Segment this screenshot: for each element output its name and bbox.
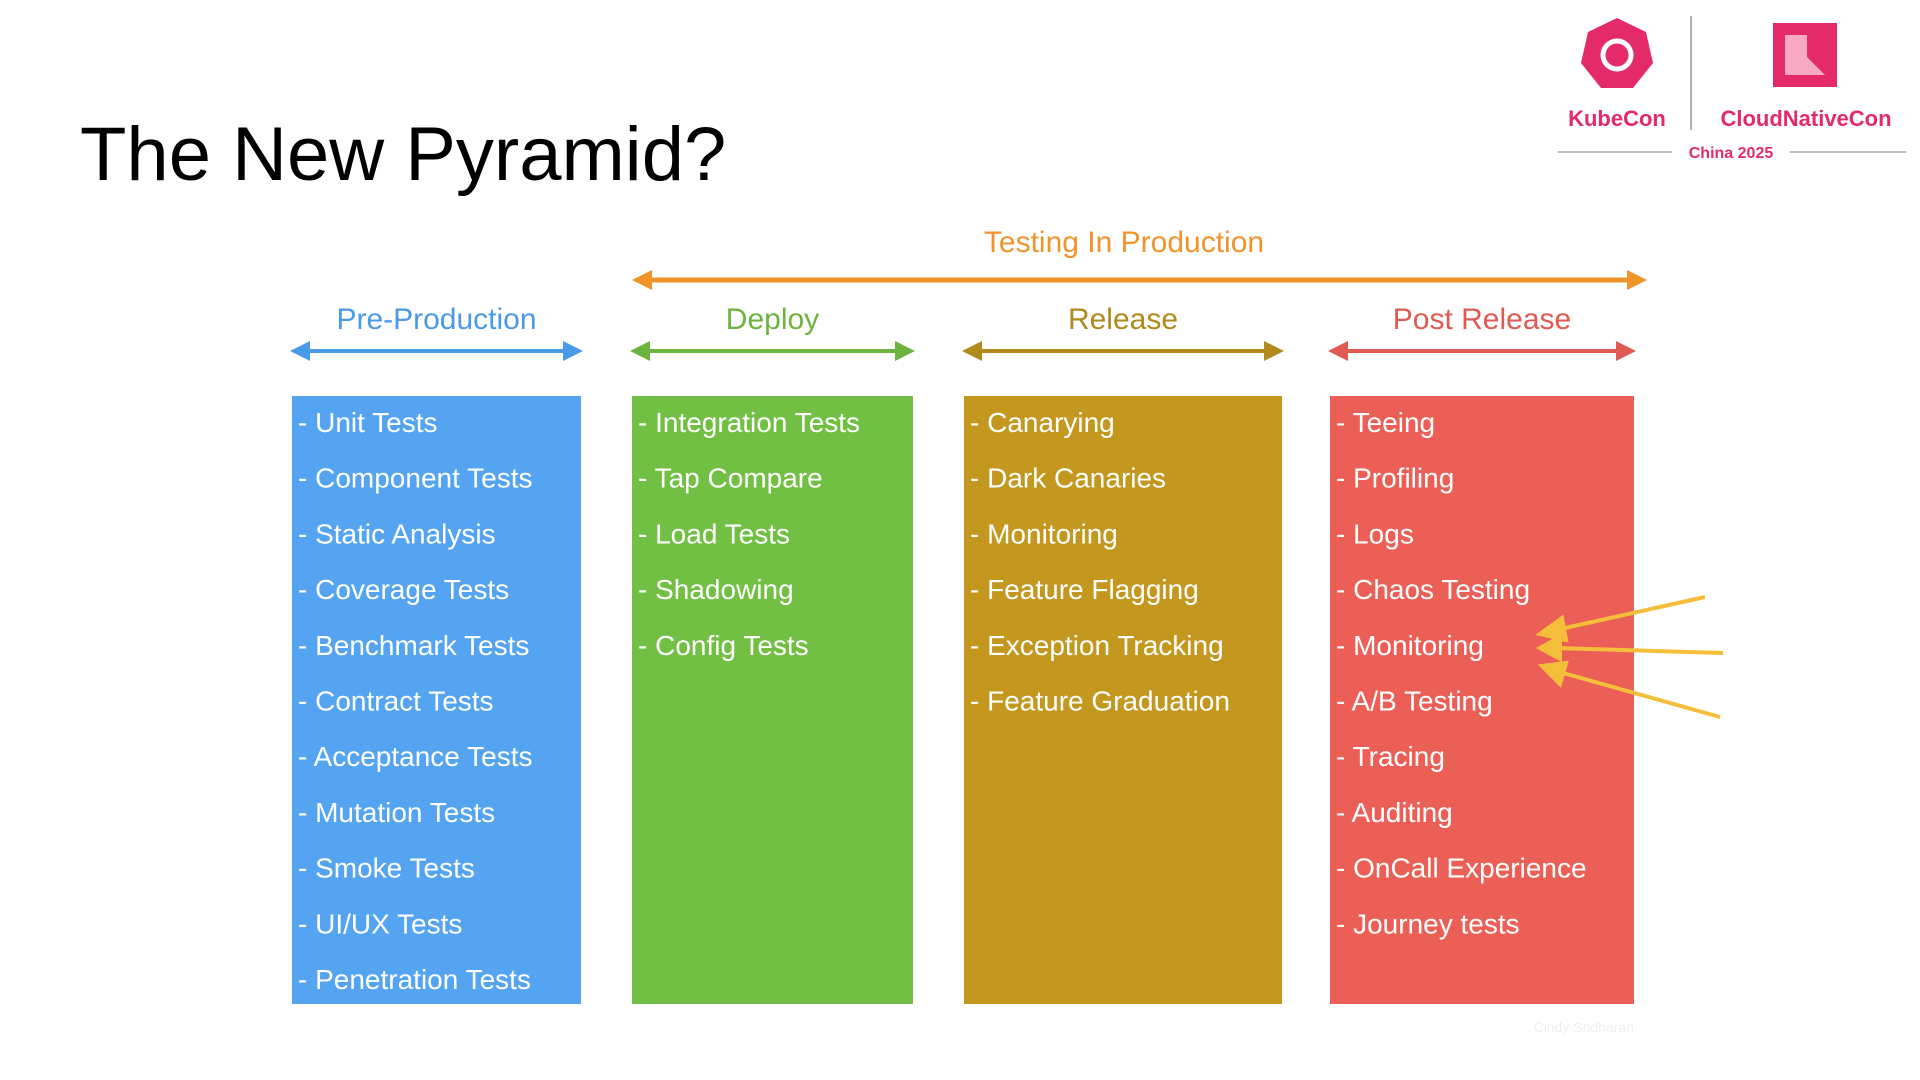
arrow-head bbox=[1537, 660, 1569, 688]
column-heading: Pre-Production bbox=[336, 303, 536, 336]
column-item: - Exception Tracking bbox=[970, 630, 1224, 661]
column-item: - Feature Flagging bbox=[970, 574, 1199, 605]
arrow-head bbox=[290, 341, 310, 361]
column-item: - Config Tests bbox=[638, 630, 809, 661]
column-box bbox=[292, 396, 581, 1004]
columns: Pre-Production - Unit Tests - Component Te… bbox=[290, 270, 1647, 1004]
column-item: - Penetration Tests bbox=[298, 964, 531, 995]
span-heading: Testing In Production bbox=[984, 226, 1264, 259]
column-item: - Mutation Tests bbox=[298, 797, 495, 828]
highlight-arrows bbox=[1535, 595, 1724, 719]
credit: Cindy Sridharan bbox=[1534, 1019, 1634, 1035]
column-item: - Coverage Tests bbox=[298, 574, 509, 605]
column-item: - Shadowing bbox=[638, 574, 794, 605]
column-item: - Monitoring bbox=[1336, 630, 1484, 661]
column-heading: Deploy bbox=[726, 303, 819, 336]
column-item: - Journey tests bbox=[1336, 908, 1520, 939]
column-item: - Profiling bbox=[1336, 463, 1454, 494]
arrow-head bbox=[1535, 614, 1569, 643]
column-box bbox=[964, 396, 1282, 1004]
kubecon-icon bbox=[1581, 18, 1653, 88]
column-item: - Static Analysis bbox=[298, 518, 496, 549]
column-item: - Unit Tests bbox=[298, 407, 438, 438]
cncf-mark bbox=[1785, 35, 1825, 75]
arrow-head bbox=[632, 270, 652, 290]
column-item: - Acceptance Tests bbox=[298, 741, 533, 772]
column-box bbox=[632, 396, 913, 1004]
arrow-head bbox=[1616, 341, 1636, 361]
column-item: - Logs bbox=[1336, 518, 1414, 549]
column-item: - Contract Tests bbox=[298, 686, 494, 717]
column-item: - Integration Tests bbox=[638, 407, 860, 438]
logo-kubecon: KubeCon bbox=[1568, 106, 1666, 131]
column-item: - OnCall Experience bbox=[1336, 853, 1587, 884]
arrow-head bbox=[1535, 633, 1562, 663]
column-item: - Teeing bbox=[1336, 407, 1435, 438]
column-item: - A/B Testing bbox=[1336, 686, 1493, 717]
arrow-line bbox=[1555, 646, 1724, 655]
column-item: - Monitoring bbox=[970, 518, 1118, 549]
arrow-head bbox=[1264, 341, 1284, 361]
column-heading: Release bbox=[1068, 303, 1178, 336]
arrow-head bbox=[962, 341, 982, 361]
arrow-head bbox=[895, 341, 915, 361]
arrow-head bbox=[1328, 341, 1348, 361]
column-item: - Canarying bbox=[970, 407, 1115, 438]
column-item: - Component Tests bbox=[298, 463, 533, 494]
column-item: - UI/UX Tests bbox=[298, 908, 462, 939]
arrow-head bbox=[630, 341, 650, 361]
column-item: - Benchmark Tests bbox=[298, 630, 529, 661]
column-item: - Load Tests bbox=[638, 518, 790, 549]
column-item: - Dark Canaries bbox=[970, 463, 1166, 494]
column-item: - Tap Compare bbox=[638, 463, 823, 494]
column-item: - Chaos Testing bbox=[1336, 574, 1530, 605]
arrow-head bbox=[563, 341, 583, 361]
wheel bbox=[1600, 38, 1634, 72]
logo-subtitle: China 2025 bbox=[1689, 145, 1774, 162]
arrow-head bbox=[1627, 270, 1647, 290]
logo: KubeCon CloudNativeCon China 2025 bbox=[1558, 16, 1906, 162]
column-item: - Tracing bbox=[1336, 741, 1445, 772]
column-item: - Auditing bbox=[1336, 797, 1453, 828]
arrow-line bbox=[1555, 595, 1706, 632]
logo-cloudnativecon: CloudNativeCon bbox=[1720, 106, 1891, 131]
column-box bbox=[1330, 396, 1634, 1004]
arrow-line bbox=[1555, 669, 1721, 719]
column-item: - Feature Graduation bbox=[970, 686, 1230, 717]
column-item: - Smoke Tests bbox=[298, 853, 475, 884]
column-heading: Post Release bbox=[1393, 303, 1571, 336]
slide-title: The New Pyramid? bbox=[80, 112, 726, 197]
